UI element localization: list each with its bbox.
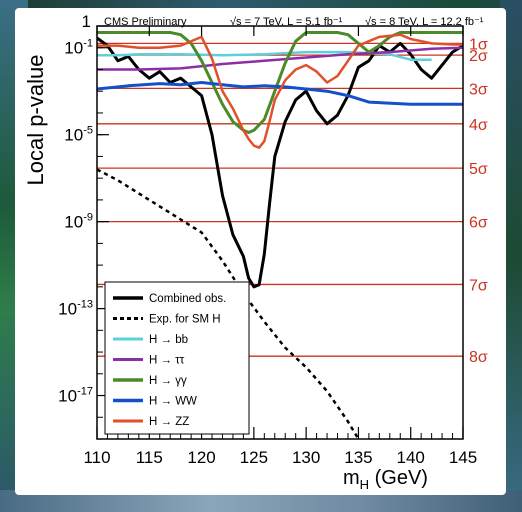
series-line-6 xyxy=(97,81,463,106)
x-tick-label-8: 145 xyxy=(449,448,477,467)
legend: Combined obs. Exp. for SM H H → bb H → ττ H … xyxy=(104,281,250,435)
y-tick-label-3: 10-5 xyxy=(64,125,93,145)
x-tick-label-4: 125 xyxy=(240,448,268,467)
series-line-2 xyxy=(97,168,360,439)
y-axis-label: Local p-value xyxy=(23,55,48,186)
sigma-label-5: 5σ xyxy=(469,161,488,178)
x-axis-label-main: m xyxy=(343,467,360,489)
x-axis-label-sub: H xyxy=(360,477,369,492)
sigma-label-3: 3σ xyxy=(469,81,488,98)
legend-label-2: Exp. for SM H xyxy=(149,314,221,326)
sigma-label-8: 8σ xyxy=(469,349,488,366)
y-tick-label-2: 10-1 xyxy=(64,38,93,58)
background-bottom-band xyxy=(0,490,522,512)
sigma-label-7: 7σ xyxy=(469,277,488,294)
x-tick-label-7: 140 xyxy=(397,448,425,467)
legend-label-1: Combined obs. xyxy=(149,293,226,305)
legend-label-3: H → bb xyxy=(149,334,188,346)
y-tick-label-6: 10-17 xyxy=(58,386,93,406)
sigma-label-4: 4σ xyxy=(469,117,488,134)
y-tick-label-1: 1 xyxy=(82,12,91,31)
legend-items: Combined obs. Exp. for SM H H → bb H → ττ H … xyxy=(113,293,226,428)
series-line-1 xyxy=(97,36,463,289)
sigma-label-1: 1σ xyxy=(469,36,488,53)
plot-frame xyxy=(96,25,464,440)
y-axis-ticks: 1 10-1 10-5 10-9 10-13 10-17 xyxy=(58,12,109,418)
x-axis-label: mH (GeV) xyxy=(343,467,428,492)
legend-label-4: H → ττ xyxy=(149,355,185,367)
x-axis-label-unit: (GeV) xyxy=(369,467,428,489)
header-8tev: √s = 8 TeV, L = 12.2 fb⁻¹ xyxy=(365,16,484,28)
x-tick-label-1: 110 xyxy=(83,448,110,467)
header-cms: CMS Preliminary xyxy=(104,16,187,28)
sigma-label-6: 6σ xyxy=(469,215,488,232)
y-tick-label-4: 10-9 xyxy=(64,212,93,232)
header-7tev: √s = 7 TeV, L = 5.1 fb⁻¹ xyxy=(230,16,343,28)
legend-label-6: H → WW xyxy=(149,396,197,408)
series-line-7 xyxy=(97,33,463,149)
x-tick-label-2: 115 xyxy=(136,448,163,467)
series-line-3 xyxy=(97,50,432,61)
sigma-label-2: 2σ xyxy=(469,48,488,65)
x-axis-ticks: 110 115 120 125 130 135 140 145 xyxy=(83,26,477,467)
series-lines xyxy=(97,31,463,439)
series-line-4 xyxy=(97,46,463,71)
x-tick-label-6: 135 xyxy=(344,448,372,467)
x-tick-label-3: 120 xyxy=(187,448,215,467)
series-line-5 xyxy=(97,31,463,134)
chart-card: 1σ 2σ 3σ 4σ 5σ 6σ 7σ 8σ 110 115 120 125 130 135 140 14… xyxy=(15,8,506,495)
legend-label-5: H → γγ xyxy=(149,375,187,387)
x-tick-label-5: 130 xyxy=(292,448,320,467)
y-tick-label-5: 10-13 xyxy=(58,299,93,319)
legend-label-7: H → ZZ xyxy=(149,416,189,428)
